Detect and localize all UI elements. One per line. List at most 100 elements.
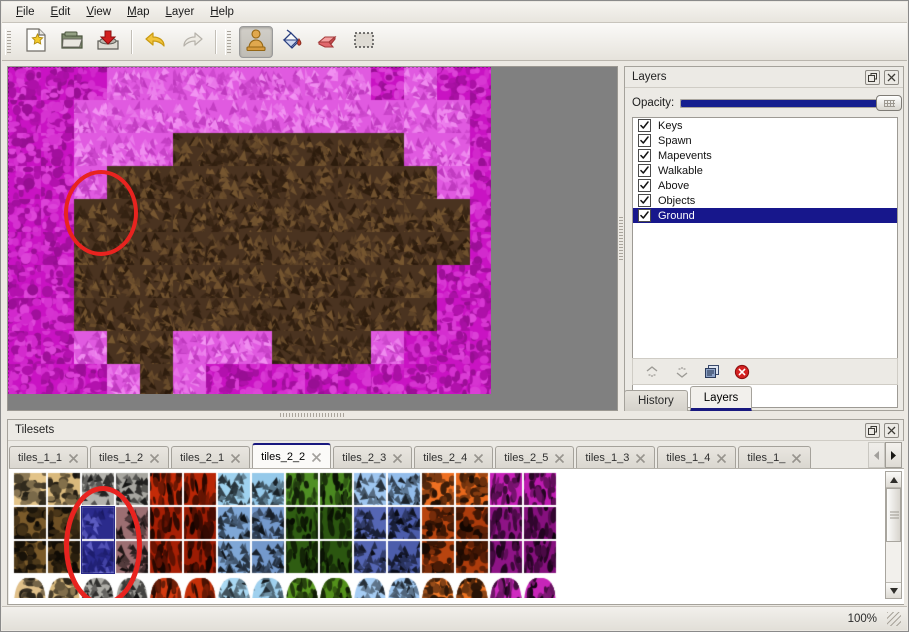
tileset-tab-tiles_2_1[interactable]: tiles_2_1 [171,446,251,469]
opacity-slider-fill [681,99,878,107]
menu-map[interactable]: Map [119,4,157,20]
toolbar-separator-2 [215,29,217,54]
lower-layer-button[interactable] [669,360,695,384]
layer-row[interactable]: Objects [633,193,897,208]
new-map-button[interactable] [19,26,53,58]
layer-visibility-checkbox[interactable] [638,164,651,177]
tileset-tab-close-icon[interactable] [149,453,160,464]
tileset-grid[interactable] [13,472,874,598]
tileset-tab-tiles_1_4[interactable]: tiles_1_4 [657,446,737,469]
stamp-tool-button[interactable] [239,25,273,58]
menu-edit[interactable]: Edit [43,4,79,20]
tileset-tab-tiles_1_1[interactable]: tiles_1_1 [9,446,89,469]
tileset-render[interactable] [13,472,559,598]
tileset-tab-tiles_2_3[interactable]: tiles_2_3 [333,446,413,469]
tileset-tab-scroll-left[interactable] [868,442,885,468]
tileset-tab-close-icon[interactable] [230,453,241,464]
tileset-tab-tiles_2_4[interactable]: tiles_2_4 [414,446,494,469]
tileset-tab-label: tiles_2_3 [342,452,387,464]
tileset-tab-close-icon[interactable] [791,453,802,464]
map-canvas[interactable] [8,67,491,394]
check-icon [640,151,649,159]
tileset-tab-tiles_1_3[interactable]: tiles_1_3 [576,446,656,469]
tileset-tab-close-icon[interactable] [716,453,727,464]
dock-tab-layers[interactable]: Layers [689,386,753,411]
toolbar-grip-2[interactable] [225,28,234,55]
tileset-tab-close-icon[interactable] [635,453,646,464]
tileset-tab-close-icon[interactable] [554,453,565,464]
scrollbar-thumb[interactable] [886,488,901,542]
tileset-tab-close-icon[interactable] [311,452,322,463]
tilesets-close-button[interactable] [884,422,899,438]
tileset-tab-close-icon[interactable] [68,453,79,464]
window-resize-grip[interactable] [887,611,901,626]
toolbar-grip-1[interactable] [5,28,14,55]
layers-close-button[interactable] [884,69,899,85]
map-tile-render[interactable] [8,67,491,394]
save-map-button[interactable] [91,26,125,58]
tileset-tab-tiles_1_[interactable]: tiles_1_ [738,446,812,469]
dock-tab-history[interactable]: History [624,390,688,411]
float-icon [868,72,877,82]
tileset-vertical-scrollbar[interactable] [885,471,902,599]
chevron-down-icon [889,587,898,594]
fill-tool-button[interactable] [275,26,309,58]
chevron-right-icon [891,450,896,460]
eraser-tool-button[interactable] [311,26,345,58]
layer-name-label: Walkable [658,164,703,177]
tileset-tab-label: tiles_2_1 [180,452,225,464]
layers-panel-titlebar: Layers [625,67,903,88]
tileset-tab-close-icon[interactable] [392,453,403,464]
tileset-tab-scroll-right[interactable] [885,442,902,468]
layer-visibility-checkbox[interactable] [638,134,651,147]
duplicate-layer-button[interactable] [699,360,725,384]
scrollbar-track[interactable] [886,542,901,582]
menu-mnemonic: V [86,6,94,18]
open-map-button[interactable] [55,26,89,58]
undo-button[interactable] [139,26,173,58]
tileset-tab-tiles_1_2[interactable]: tiles_1_2 [90,446,170,469]
menu-help[interactable]: Help [202,4,242,20]
delete-layer-button[interactable] [729,360,755,384]
layer-visibility-checkbox[interactable] [638,209,651,222]
map-canvas-viewport[interactable] [7,66,618,411]
tileset-tab-label: tiles_1_ [747,452,786,464]
menu-file[interactable]: File [8,4,43,20]
select-tool-button[interactable] [347,26,381,58]
layer-row[interactable]: Mapevents [633,148,897,163]
tileset-tab-tiles_2_2[interactable]: tiles_2_2 [252,443,332,469]
vertical-splitter[interactable] [618,66,624,411]
layer-row[interactable]: Spawn [633,133,897,148]
layer-row[interactable]: Walkable [633,163,897,178]
redo-button[interactable] [175,26,209,58]
tileset-tab-label: tiles_1_1 [18,452,63,464]
tileset-tab-tiles_2_5[interactable]: tiles_2_5 [495,446,575,469]
layer-row[interactable]: Keys [633,118,897,133]
menu-layer[interactable]: Layer [158,4,203,20]
scroll-down-button[interactable] [886,582,901,598]
redo-icon [180,30,204,53]
opacity-slider-handle[interactable] [876,95,903,111]
layer-visibility-checkbox[interactable] [638,149,651,162]
scroll-up-button[interactable] [886,472,901,488]
layer-row[interactable]: Above [633,178,897,193]
dock-tabbar[interactable]: History Layers [624,386,904,411]
menu-mnemonic: E [50,6,59,18]
tilesets-float-button[interactable] [865,422,880,438]
layers-panel: Layers Opacity: Keys Spawn Mapevents Walkab… [624,66,904,411]
layer-row[interactable]: Ground [633,208,897,223]
tileset-tab-scroll[interactable] [868,442,902,468]
menu-mnemonic: F [16,6,24,18]
layer-visibility-checkbox[interactable] [638,179,651,192]
layers-float-button[interactable] [865,69,880,85]
layer-visibility-checkbox[interactable] [638,194,651,207]
opacity-slider[interactable] [680,95,903,111]
horizontal-splitter[interactable] [7,411,618,418]
tileset-tabbar[interactable]: tiles_1_1 tiles_1_2 tiles_2_1 tiles_2_2 tile… [9,441,904,469]
layer-name-label: Ground [658,209,695,222]
tileset-tab-close-icon[interactable] [473,453,484,464]
raise-layer-button[interactable] [639,360,665,384]
layer-visibility-checkbox[interactable] [638,119,651,132]
select-tool-icon [353,30,375,53]
menu-view[interactable]: View [78,4,119,20]
